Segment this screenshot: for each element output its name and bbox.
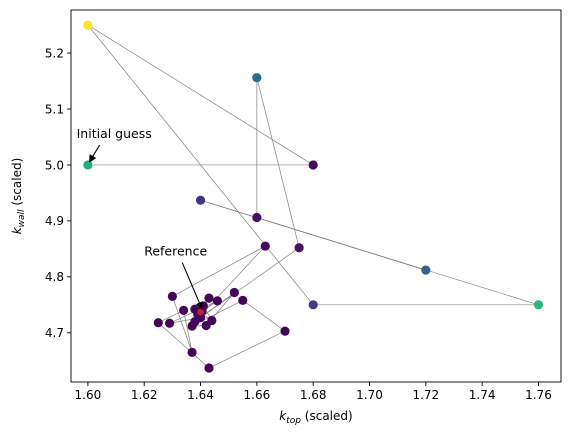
y-tick-label: 4.8 bbox=[45, 270, 64, 284]
data-point bbox=[179, 305, 189, 315]
data-point bbox=[207, 315, 217, 326]
path-segment bbox=[87, 24, 314, 306]
x-tick-label: 1.66 bbox=[244, 388, 271, 402]
path-segment bbox=[256, 77, 300, 248]
data-point bbox=[252, 212, 262, 223]
data-point bbox=[167, 291, 177, 302]
path-segment bbox=[183, 310, 193, 353]
annotation-arrow bbox=[88, 144, 101, 163]
path-segment bbox=[256, 217, 426, 271]
plot-frame bbox=[70, 9, 562, 383]
path-segment bbox=[172, 245, 266, 297]
path-segment bbox=[208, 330, 286, 369]
annotation-arrow bbox=[181, 262, 203, 310]
data-point bbox=[238, 295, 248, 305]
path-segment bbox=[87, 24, 314, 166]
data-point bbox=[153, 318, 163, 328]
x-tick-label: 1.76 bbox=[525, 388, 552, 402]
y-tick-label: 5.0 bbox=[45, 158, 64, 172]
data-point bbox=[308, 160, 318, 170]
data-point bbox=[204, 363, 214, 373]
reference-point bbox=[197, 308, 204, 316]
y-tick-label: 5.1 bbox=[45, 102, 64, 116]
x-axis-ticks: 1.60 1.62 1.64 1.66 1.68 1.70 1.72 1.74 1.76 bbox=[75, 382, 552, 402]
path-segment bbox=[158, 322, 210, 369]
x-tick-label: 1.74 bbox=[469, 388, 496, 402]
path-segment bbox=[158, 310, 184, 324]
data-points bbox=[83, 20, 544, 373]
data-point bbox=[280, 326, 290, 336]
data-point bbox=[187, 321, 197, 331]
data-point bbox=[308, 300, 318, 310]
y-tick-label: 4.7 bbox=[45, 326, 64, 340]
data-point bbox=[421, 265, 431, 275]
data-point bbox=[195, 195, 206, 205]
data-point bbox=[164, 318, 175, 328]
data-point bbox=[260, 241, 270, 251]
data-point bbox=[252, 73, 262, 83]
data-point bbox=[83, 160, 93, 170]
annotation-initial-guess: Initial guess bbox=[77, 126, 152, 141]
data-point bbox=[187, 347, 197, 357]
x-tick-label: 1.60 bbox=[75, 388, 102, 402]
data-point bbox=[294, 243, 304, 253]
data-point bbox=[204, 293, 214, 303]
y-tick-label: 5.2 bbox=[45, 46, 64, 60]
annotations: Initial guess Reference bbox=[77, 126, 207, 310]
x-axis-label: ktop (scaled) bbox=[279, 409, 352, 426]
data-point bbox=[83, 20, 93, 30]
path-segment bbox=[172, 296, 193, 353]
annotation-reference: Reference bbox=[144, 244, 207, 259]
x-tick-label: 1.62 bbox=[131, 388, 158, 402]
path-segment bbox=[242, 300, 286, 332]
data-point bbox=[229, 287, 239, 298]
x-tick-label: 1.70 bbox=[356, 388, 383, 402]
y-axis-label: kwall (scaled) bbox=[10, 158, 27, 235]
x-tick-label: 1.68 bbox=[300, 388, 327, 402]
y-axis-ticks: 4.7 4.8 4.9 5.0 5.1 5.2 bbox=[45, 46, 71, 340]
data-point bbox=[533, 300, 544, 310]
x-tick-label: 1.72 bbox=[412, 388, 439, 402]
x-tick-label: 1.64 bbox=[187, 388, 214, 402]
data-point bbox=[212, 296, 223, 306]
y-tick-label: 4.9 bbox=[45, 214, 64, 228]
